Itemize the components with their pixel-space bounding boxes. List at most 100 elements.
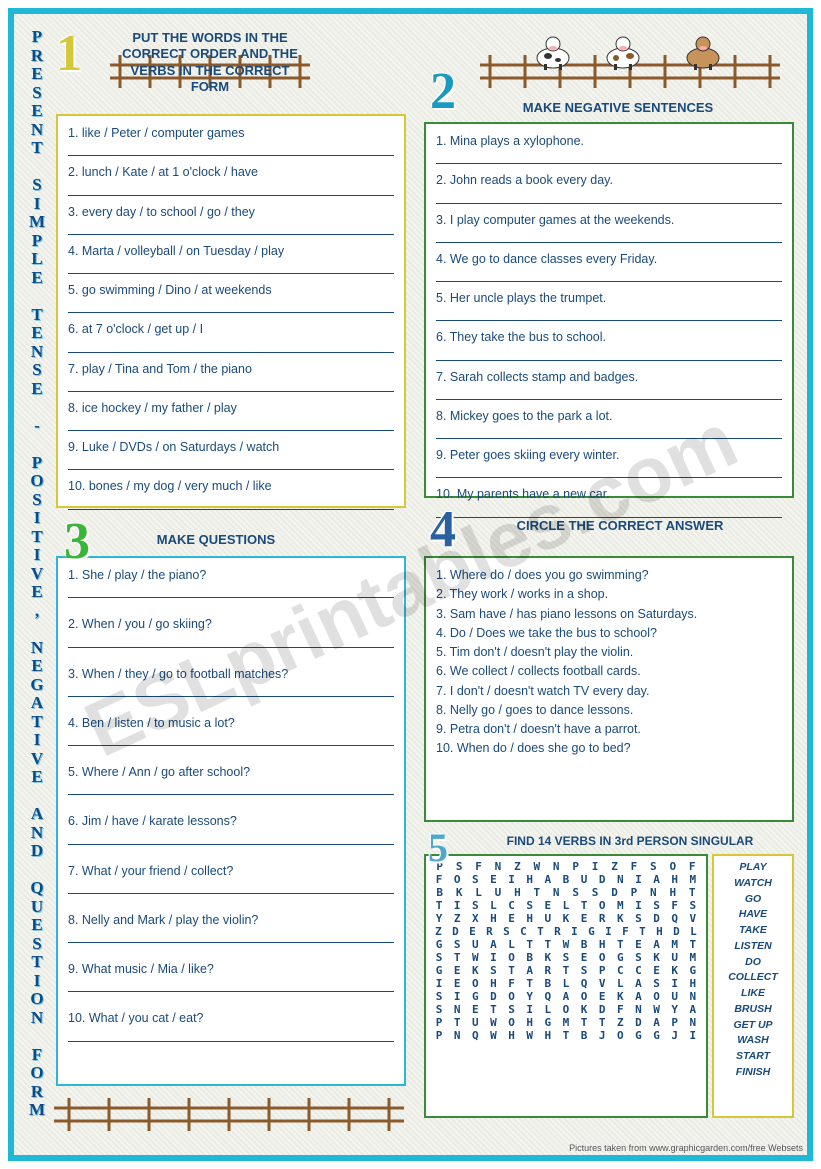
side-title-char: P bbox=[32, 28, 42, 45]
cow-icon bbox=[600, 34, 646, 70]
side-title-char: N bbox=[31, 121, 43, 138]
answer-blank[interactable] bbox=[68, 260, 394, 274]
ex4-item: 3. Sam have / has piano lessons on Satur… bbox=[436, 606, 782, 622]
answer-blank[interactable] bbox=[436, 150, 782, 164]
answer-blank[interactable] bbox=[68, 929, 394, 943]
answer-blank[interactable] bbox=[68, 584, 394, 598]
side-title-char: T bbox=[31, 953, 42, 970]
ex3-item: 6. Jim / have / karate lessons? bbox=[68, 813, 394, 829]
instruction-2: MAKE NEGATIVE SENTENCES bbox=[478, 100, 758, 115]
answer-blank[interactable] bbox=[68, 496, 394, 510]
side-title-char: , bbox=[35, 602, 39, 619]
answer-blank[interactable] bbox=[68, 880, 394, 894]
ex4-item: 6. We collect / collects football cards. bbox=[436, 663, 782, 679]
answer-blank[interactable] bbox=[68, 299, 394, 313]
side-title-char: A bbox=[31, 805, 43, 822]
wordbank-word: LISTEN bbox=[716, 939, 790, 955]
wordbank-word: LIKE bbox=[716, 986, 790, 1002]
answer-blank[interactable] bbox=[68, 378, 394, 392]
exercise-2-box: 1. Mina plays a xylophone.2. John reads … bbox=[424, 122, 794, 498]
side-title-char: I bbox=[34, 972, 41, 989]
answer-blank[interactable] bbox=[436, 425, 782, 439]
side-title-char: E bbox=[31, 583, 42, 600]
answer-blank[interactable] bbox=[68, 732, 394, 746]
side-title-char: T bbox=[31, 713, 42, 730]
cow-icon bbox=[680, 34, 726, 70]
answer-blank[interactable] bbox=[436, 347, 782, 361]
exercise-3-box: 1. She / play / the piano?2. When / you … bbox=[56, 556, 406, 1086]
instruction-3: MAKE QUESTIONS bbox=[116, 532, 316, 547]
side-title-char: Q bbox=[30, 879, 43, 896]
wordsearch-row: SIGDOYQAOEKAOUN bbox=[430, 990, 702, 1003]
side-title-char: S bbox=[32, 361, 41, 378]
answer-blank[interactable] bbox=[68, 978, 394, 992]
ex2-item: 6. They take the bus to school. bbox=[436, 329, 782, 345]
answer-blank[interactable] bbox=[68, 781, 394, 795]
answer-blank[interactable] bbox=[436, 464, 782, 478]
answer-blank[interactable] bbox=[68, 634, 394, 648]
ex4-item: 8. Nelly go / goes to dance lessons. bbox=[436, 702, 782, 718]
ex4-item: 5. Tim don't / doesn't play the violin. bbox=[436, 644, 782, 660]
ex2-item: 3. I play computer games at the weekends… bbox=[436, 212, 782, 228]
ex1-item: 3. every day / to school / go / they bbox=[68, 204, 394, 220]
wordsearch-row: STWIOBKSEOGSKUM bbox=[430, 951, 702, 964]
side-title-char bbox=[35, 398, 39, 415]
wordsearch-row: YZXHEHUKERKSDQV bbox=[430, 912, 702, 925]
side-title-char: I bbox=[34, 195, 41, 212]
side-title-char: E bbox=[31, 916, 42, 933]
side-title-char: E bbox=[31, 657, 42, 674]
wordbank-word: START bbox=[716, 1049, 790, 1065]
answer-blank[interactable] bbox=[436, 386, 782, 400]
ex2-item: 5. Her uncle plays the trumpet. bbox=[436, 290, 782, 306]
side-title-char: E bbox=[31, 380, 42, 397]
answer-blank[interactable] bbox=[436, 268, 782, 282]
side-title-char: M bbox=[29, 1101, 45, 1118]
instruction-4: CIRCLE THE CORRECT ANSWER bbox=[500, 518, 740, 534]
side-title-char: P bbox=[32, 232, 42, 249]
side-title-char: F bbox=[32, 1046, 42, 1063]
side-title-char: G bbox=[30, 676, 43, 693]
side-title-char bbox=[35, 861, 39, 878]
answer-blank[interactable] bbox=[68, 1028, 394, 1042]
ex4-item: 1. Where do / does you go swimming? bbox=[436, 567, 782, 583]
ex1-item: 9. Luke / DVDs / on Saturdays / watch bbox=[68, 439, 394, 455]
answer-blank[interactable] bbox=[68, 339, 394, 353]
ex1-item: 4. Marta / volleyball / on Tuesday / pla… bbox=[68, 243, 394, 259]
side-title-char: - bbox=[34, 417, 40, 434]
answer-blank[interactable] bbox=[436, 229, 782, 243]
answer-blank[interactable] bbox=[436, 307, 782, 321]
side-title-char: A bbox=[31, 694, 43, 711]
side-title-char: R bbox=[31, 47, 43, 64]
instruction-1: PUT THE WORDS IN THE CORRECT ORDER AND T… bbox=[110, 30, 310, 95]
ex2-item: 1. Mina plays a xylophone. bbox=[436, 133, 782, 149]
answer-blank[interactable] bbox=[68, 417, 394, 431]
ex1-item: 10. bones / my dog / very much / like bbox=[68, 478, 394, 494]
answer-blank[interactable] bbox=[68, 831, 394, 845]
side-title-char: R bbox=[31, 1083, 43, 1100]
answer-blank[interactable] bbox=[68, 142, 394, 156]
answer-blank[interactable] bbox=[68, 683, 394, 697]
side-title-char: S bbox=[32, 491, 41, 508]
answer-blank[interactable] bbox=[68, 182, 394, 196]
side-title-char: T bbox=[31, 139, 42, 156]
side-title-char bbox=[35, 1027, 39, 1044]
wordbank-word: HAVE bbox=[716, 907, 790, 923]
wordbank-word: DO bbox=[716, 955, 790, 971]
vertical-title: PRESENT SIMPLE TENSE - POSITIVE, NEGATIV… bbox=[22, 28, 52, 1118]
side-title-char: P bbox=[32, 454, 42, 471]
wordsearch-row: ZDERSCTRIGIFTHDL bbox=[430, 925, 702, 938]
ex1-item: 2. lunch / Kate / at 1 o'clock / have bbox=[68, 164, 394, 180]
side-title-char: N bbox=[31, 1009, 43, 1026]
answer-blank[interactable] bbox=[436, 190, 782, 204]
wordbank-word: FINISH bbox=[716, 1065, 790, 1081]
ex1-item: 8. ice hockey / my father / play bbox=[68, 400, 394, 416]
answer-blank[interactable] bbox=[68, 221, 394, 235]
wordsearch-row: BKLUHTNSSDPNHT bbox=[430, 886, 702, 899]
ex1-item: 1. like / Peter / computer games bbox=[68, 125, 394, 141]
answer-blank[interactable] bbox=[436, 504, 782, 518]
answer-blank[interactable] bbox=[68, 456, 394, 470]
ex4-item: 10. When do / does she go to bed? bbox=[436, 740, 782, 756]
wordbank-word: BRUSH bbox=[716, 1002, 790, 1018]
side-title-char bbox=[35, 620, 39, 637]
wordbank-box: PLAYWATCHGOHAVETAKELISTENDOCOLLECTLIKEBR… bbox=[712, 854, 794, 1118]
